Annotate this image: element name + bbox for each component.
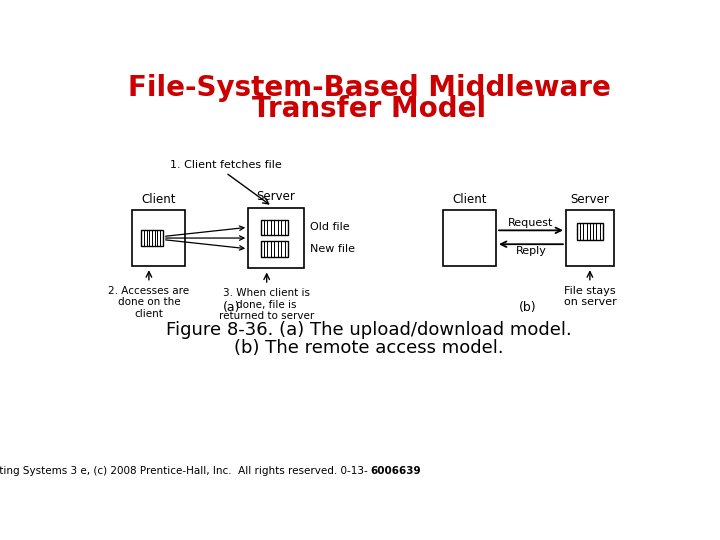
- Text: Transfer Model: Transfer Model: [252, 94, 486, 123]
- Text: (a): (a): [223, 301, 240, 314]
- Bar: [141, 231, 163, 246]
- Text: Server: Server: [256, 191, 295, 204]
- Text: Request: Request: [508, 218, 554, 228]
- Bar: [261, 241, 289, 256]
- Text: Reply: Reply: [516, 246, 546, 256]
- Text: Tanenbaum, Modern Operating Systems 3 e, (c) 2008 Prentice-Hall, Inc.  All right: Tanenbaum, Modern Operating Systems 3 e,…: [91, 465, 647, 476]
- Text: Client: Client: [452, 193, 487, 206]
- Text: (b): (b): [519, 301, 536, 314]
- Text: Figure 8-36. (a) The upload/download model.: Figure 8-36. (a) The upload/download mod…: [166, 321, 572, 340]
- Bar: [90, 464, 648, 477]
- Text: 2. Accesses are
done on the
client: 2. Accesses are done on the client: [108, 286, 189, 319]
- Text: 3. When client is
done, file is
returned to server: 3. When client is done, file is returned…: [219, 288, 315, 321]
- Text: Client: Client: [141, 193, 176, 206]
- Bar: [132, 210, 184, 266]
- Text: New file: New file: [310, 244, 355, 254]
- Text: Server: Server: [570, 193, 609, 206]
- Bar: [248, 208, 304, 268]
- Text: File stays
on server: File stays on server: [564, 286, 616, 307]
- Text: 1. Client fetches file: 1. Client fetches file: [170, 159, 282, 170]
- Text: Old file: Old file: [310, 222, 350, 232]
- Text: 6006639: 6006639: [371, 465, 421, 476]
- Text: File-System-Based Middleware: File-System-Based Middleware: [127, 74, 611, 102]
- Text: Tanenbaum, Modern Operating Systems 3 e, (c) 2008 Prentice-Hall, Inc.  All right: Tanenbaum, Modern Operating Systems 3 e,…: [0, 465, 367, 476]
- Bar: [577, 224, 603, 240]
- Bar: [566, 210, 614, 266]
- Bar: [444, 210, 496, 266]
- Bar: [261, 220, 289, 235]
- Text: (b) The remote access model.: (b) The remote access model.: [234, 339, 504, 357]
